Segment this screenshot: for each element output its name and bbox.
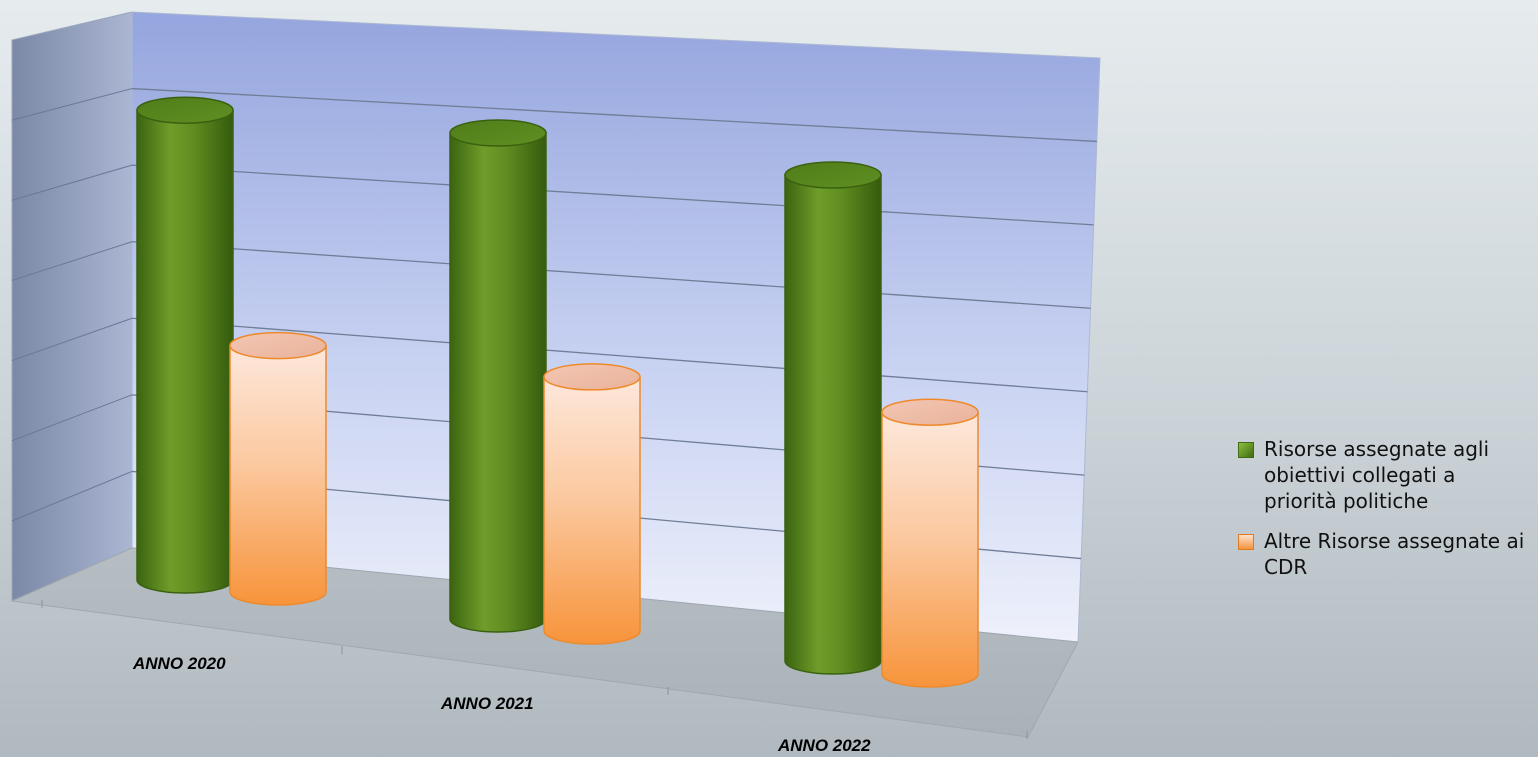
bar-body xyxy=(449,132,547,633)
legend-label: Risorse assegnate agli obiettivi collega… xyxy=(1264,437,1490,513)
legend-swatch-green xyxy=(1238,442,1254,458)
gridline xyxy=(11,241,133,281)
gridline xyxy=(11,317,133,362)
gridline xyxy=(131,164,1094,226)
bars xyxy=(136,96,979,688)
gridline xyxy=(11,164,133,201)
bar-top xyxy=(784,161,882,189)
axis-ticks xyxy=(41,600,1028,739)
gridline xyxy=(11,470,133,522)
bar-body xyxy=(543,376,641,645)
bar-top xyxy=(543,363,641,391)
bar-orange xyxy=(543,363,641,645)
side-wall xyxy=(11,11,133,602)
legend-label: Altre Risorse assegnate ai CDR xyxy=(1264,529,1525,579)
gridline xyxy=(11,394,133,442)
bar-top xyxy=(136,96,234,124)
bar-top xyxy=(449,119,547,147)
bar-top xyxy=(229,331,327,360)
bar-green xyxy=(136,96,234,594)
bar-green xyxy=(449,119,547,633)
bar-body xyxy=(881,411,979,688)
bar-top xyxy=(881,398,979,426)
legend-item: Risorse assegnate agli obiettivi collega… xyxy=(1238,436,1538,514)
bar-body xyxy=(229,344,327,606)
category-label: ANNO 2021 xyxy=(440,694,534,713)
bar-orange xyxy=(229,331,327,606)
category-label: ANNO 2020 xyxy=(132,654,226,673)
legend-item: Altre Risorse assegnate ai CDR xyxy=(1238,528,1538,580)
legend-swatch-orange xyxy=(1238,534,1254,550)
legend: Risorse assegnate agli obiettivi collega… xyxy=(1238,436,1538,594)
gridline xyxy=(11,88,133,121)
category-labels: ANNO 2020 ANNO 2021 ANNO 2022 xyxy=(132,654,871,755)
bar-body xyxy=(136,109,234,594)
bar-green xyxy=(784,161,882,675)
gridline xyxy=(131,241,1091,309)
bar-orange xyxy=(881,398,979,688)
gridline xyxy=(131,87,1097,143)
gridline xyxy=(131,317,1088,393)
bar-body xyxy=(784,174,882,675)
category-label: ANNO 2022 xyxy=(777,736,871,755)
